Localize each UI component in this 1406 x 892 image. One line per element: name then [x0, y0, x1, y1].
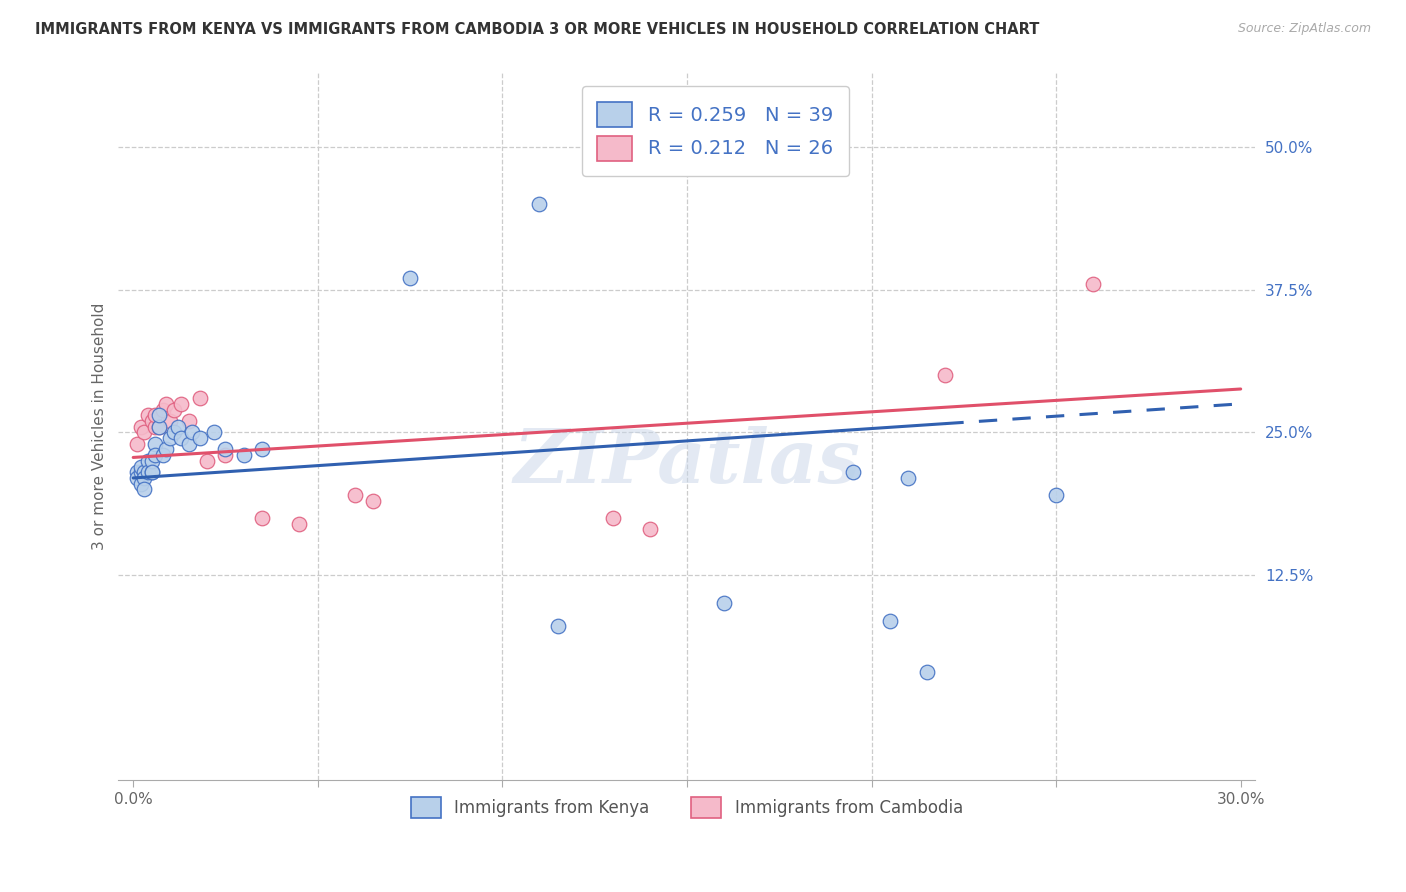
Point: [163, 402, 186, 417]
Point: [125, 436, 148, 450]
Point: [399, 271, 422, 285]
Point: [934, 368, 956, 383]
Point: [252, 511, 274, 525]
Text: Source: ZipAtlas.com: Source: ZipAtlas.com: [1237, 22, 1371, 36]
Point: [204, 425, 226, 440]
Point: [143, 409, 166, 423]
Point: [136, 409, 159, 423]
Point: [129, 419, 152, 434]
Point: [163, 425, 186, 440]
Point: [288, 516, 311, 531]
Point: [166, 419, 188, 434]
Point: [159, 431, 181, 445]
Point: [141, 465, 163, 479]
Point: [915, 665, 938, 679]
Point: [1081, 277, 1104, 291]
Point: [148, 419, 170, 434]
Point: [897, 471, 920, 485]
Point: [879, 614, 901, 628]
Point: [125, 471, 148, 485]
Point: [152, 402, 174, 417]
Point: [1045, 488, 1067, 502]
Legend: Immigrants from Kenya, Immigrants from Cambodia: Immigrants from Kenya, Immigrants from C…: [405, 790, 970, 825]
Point: [134, 425, 156, 440]
Point: [824, 140, 846, 154]
Point: [152, 448, 174, 462]
Point: [143, 436, 166, 450]
Point: [177, 436, 200, 450]
Point: [134, 465, 156, 479]
Point: [136, 465, 159, 479]
Point: [155, 397, 177, 411]
Point: [638, 522, 661, 536]
Point: [170, 397, 193, 411]
Point: [159, 414, 181, 428]
Point: [188, 431, 211, 445]
Point: [143, 419, 166, 434]
Point: [148, 419, 170, 434]
Point: [148, 409, 170, 423]
Point: [141, 414, 163, 428]
Point: [214, 448, 236, 462]
Point: [143, 448, 166, 462]
Point: [141, 465, 163, 479]
Point: [214, 442, 236, 457]
Point: [136, 454, 159, 468]
Text: IMMIGRANTS FROM KENYA VS IMMIGRANTS FROM CAMBODIA 3 OR MORE VEHICLES IN HOUSEHOL: IMMIGRANTS FROM KENYA VS IMMIGRANTS FROM…: [35, 22, 1039, 37]
Point: [170, 431, 193, 445]
Point: [529, 197, 551, 211]
Text: ZIPatlas: ZIPatlas: [513, 425, 860, 499]
Point: [129, 465, 152, 479]
Point: [125, 465, 148, 479]
Point: [343, 488, 366, 502]
Point: [842, 465, 865, 479]
Point: [547, 619, 569, 633]
Point: [361, 493, 384, 508]
Point: [134, 471, 156, 485]
Point: [188, 391, 211, 405]
Point: [129, 459, 152, 474]
Point: [155, 442, 177, 457]
Point: [129, 476, 152, 491]
Point: [713, 597, 735, 611]
Point: [252, 442, 274, 457]
Point: [602, 511, 624, 525]
Point: [195, 454, 218, 468]
Point: [134, 483, 156, 497]
Y-axis label: 3 or more Vehicles in Household: 3 or more Vehicles in Household: [93, 303, 107, 550]
Point: [177, 414, 200, 428]
Point: [181, 425, 204, 440]
Point: [141, 454, 163, 468]
Point: [233, 448, 256, 462]
